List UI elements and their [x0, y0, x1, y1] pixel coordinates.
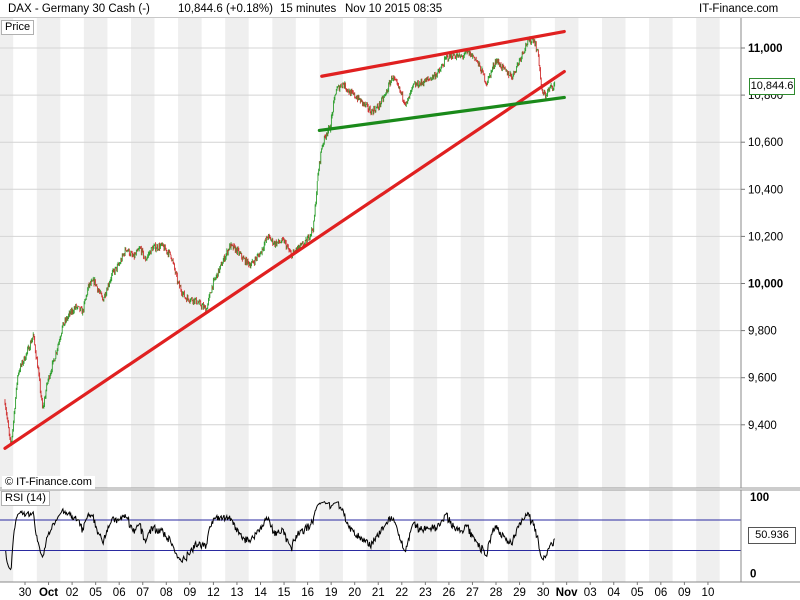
day-band: [649, 18, 673, 488]
trendlines: [3, 29, 566, 450]
day-band: [83, 18, 108, 488]
date-tick-label: 05: [89, 587, 102, 599]
price-tick-label: 10,000: [748, 279, 783, 291]
rsi-tick-label: 0: [750, 569, 756, 581]
date-tick-label: 20: [348, 587, 361, 599]
date-tick-label: 27: [466, 587, 479, 599]
date-tick-label: 12: [207, 587, 220, 599]
day-band: [554, 18, 579, 488]
rsi-line: [5, 500, 556, 571]
price-panel-label: Price: [1, 20, 35, 35]
day-band: [366, 18, 391, 488]
date-tick-label: 30: [537, 587, 550, 599]
date-tick-label: 16: [301, 587, 314, 599]
day-band: [601, 490, 626, 582]
datetime-label: Nov 10 2015 08:35: [345, 3, 443, 15]
date-tick-label: 09: [183, 587, 196, 599]
price-tick-labels: 11,00010,80010,60010,40010,20010,0009,80…: [741, 43, 783, 432]
price-tick-label: 9,800: [748, 326, 777, 338]
day-band: [178, 490, 202, 582]
date-tick-label: 03: [584, 587, 597, 599]
rsi-panel-label: RSI (14): [1, 491, 50, 506]
day-band: [178, 18, 202, 488]
day-band: [36, 18, 61, 488]
price-gridlines: [0, 47, 741, 426]
date-tick-label: Nov: [556, 587, 578, 599]
day-band: [130, 18, 155, 488]
date-tick-label: 26: [443, 587, 456, 599]
date-tick-label: 14: [254, 587, 267, 599]
rsi-series: [5, 500, 556, 571]
price-tick-label: 11,000: [748, 43, 783, 55]
price-series: [4, 36, 556, 446]
day-band: [601, 18, 626, 488]
date-tick-label: 05: [631, 587, 644, 599]
day-band: [225, 490, 249, 582]
brand-label[interactable]: IT-Finance.com: [699, 3, 779, 15]
axes: [0, 18, 800, 583]
date-tick-label: 07: [136, 587, 149, 599]
date-tick-label: 04: [607, 587, 620, 599]
instrument-title: DAX - Germany 30 Cash (-): [8, 3, 150, 15]
date-tick-label: 21: [372, 587, 385, 599]
channel-bottom-line: [317, 95, 566, 133]
date-tick-label: 23: [419, 587, 432, 599]
date-tick-label: 22: [395, 587, 408, 599]
day-band: [554, 490, 579, 582]
price-tick-label: 10,200: [748, 231, 783, 243]
quote-value: 10,844.6 (+0.18%): [178, 3, 273, 15]
day-band: [649, 490, 673, 582]
day-band: [272, 18, 296, 488]
last-price-marker: 10,844.6: [749, 78, 795, 95]
date-tick-label: 28: [490, 587, 503, 599]
date-tick-label: 09: [678, 587, 691, 599]
date-tick-labels: 30 Oct 02 05 06 07 08 09 12 13 14 15 16 19 20 21 22 23 26 2…: [19, 582, 715, 599]
rsi-gridlines: [0, 519, 741, 552]
day-band: [413, 490, 438, 582]
price-tick-label: 9,600: [748, 373, 777, 385]
date-tick-label: 29: [513, 587, 526, 599]
date-tick-label: Oct: [39, 587, 58, 599]
date-tick-label: 15: [278, 587, 291, 599]
date-tick-label: 30: [19, 587, 32, 599]
channel-top-line: [320, 29, 566, 78]
day-band: [272, 490, 296, 582]
day-band: [507, 490, 532, 582]
date-tick-label: 02: [66, 587, 79, 599]
day-band: [319, 490, 343, 582]
interval-label: 15 minutes: [280, 3, 337, 15]
price-tick-label: 10,600: [748, 137, 783, 149]
support-line-long: [3, 69, 566, 450]
date-tick-label: 08: [160, 587, 173, 599]
day-band: [696, 490, 720, 582]
day-bands: [0, 18, 720, 582]
day-band: [0, 18, 14, 488]
price-tick-label: 9,400: [748, 420, 777, 432]
day-band: [413, 18, 438, 488]
rsi-tick-labels: 100 0: [750, 492, 769, 581]
date-tick-label: 06: [113, 587, 126, 599]
date-tick-label: 10: [702, 587, 715, 599]
chart-header: DAX - Germany 30 Cash (-) 10,844.6 (+0.1…: [0, 0, 800, 18]
day-band: [460, 18, 485, 488]
day-band: [83, 490, 108, 582]
day-band: [696, 18, 720, 488]
date-tick-label: 13: [231, 587, 244, 599]
price-tick-label: 10,400: [748, 184, 783, 196]
day-band: [36, 490, 61, 582]
date-tick-label: 06: [654, 587, 667, 599]
rsi-value-marker: 50.936: [748, 527, 796, 544]
date-tick-label: 19: [325, 587, 338, 599]
copyright-label: © IT-Finance.com: [2, 476, 95, 489]
day-band: [507, 18, 532, 488]
rsi-tick-label: 100: [750, 492, 769, 504]
day-band: [0, 490, 14, 582]
